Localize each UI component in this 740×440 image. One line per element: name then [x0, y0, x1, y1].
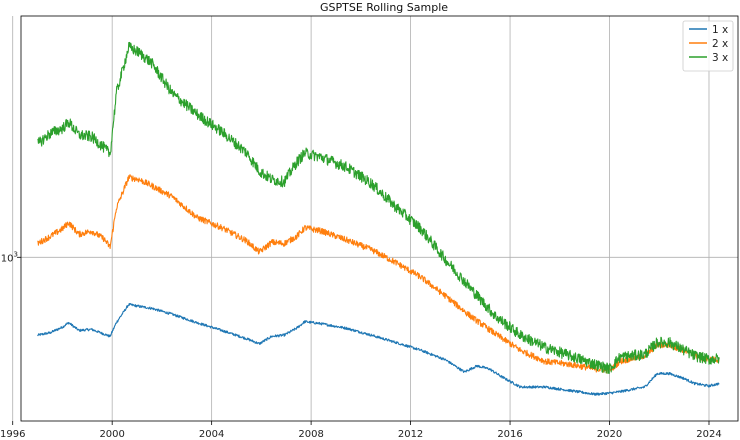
x-tick-label: 2024: [696, 429, 721, 440]
series-line: [37, 303, 720, 396]
plot-frame: [20, 15, 739, 422]
x-tick-label: 2008: [298, 429, 323, 440]
series-layer: [37, 41, 720, 396]
x-tick-label: 2016: [497, 429, 522, 440]
x-tick-label: 2012: [398, 429, 423, 440]
y-tick-label: 103: [1, 250, 18, 264]
legend-box: [682, 20, 734, 72]
x-tick-label: 2004: [199, 429, 224, 440]
chart-title: GSPTSE Rolling Sample: [320, 1, 448, 14]
x-tick-label: 2000: [99, 429, 124, 440]
y-axis: 103: [1, 250, 21, 264]
x-axis: 1996 2000 2004 2008 2012 2016 2020 2024: [0, 421, 722, 440]
legend: 1 x 2 x 3 x: [682, 20, 734, 72]
series-line: [37, 41, 720, 375]
legend-label: 1 x: [712, 24, 728, 36]
legend-label: 3 x: [712, 52, 728, 64]
x-tick-label: 1996: [0, 429, 25, 440]
x-tick-label: 2020: [597, 429, 622, 440]
legend-label: 2 x: [712, 38, 728, 50]
